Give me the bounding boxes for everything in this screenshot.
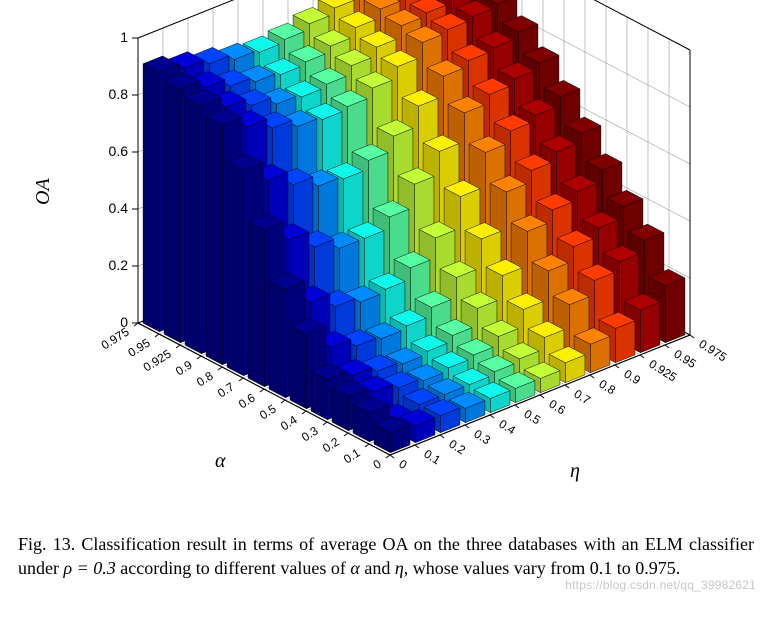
svg-text:0.925: 0.925 — [646, 357, 679, 385]
svg-text:0.4: 0.4 — [278, 413, 300, 434]
svg-text:0: 0 — [396, 457, 409, 473]
x-axis-label: α — [215, 450, 226, 473]
caption-rho: ρ = 0.3 — [63, 558, 115, 578]
caption-body-2: according to different values of — [116, 558, 351, 578]
svg-text:0.1: 0.1 — [341, 446, 363, 467]
svg-text:0.7: 0.7 — [571, 387, 593, 408]
svg-text:0: 0 — [370, 457, 383, 473]
svg-text:0.6: 0.6 — [236, 391, 258, 412]
svg-text:0.4: 0.4 — [496, 417, 518, 438]
watermark-text: https://blog.csdn.net/qq_39982621 — [565, 578, 756, 592]
svg-text:0.8: 0.8 — [109, 86, 129, 102]
svg-text:0.2: 0.2 — [109, 257, 129, 273]
svg-text:0.6: 0.6 — [109, 143, 129, 159]
svg-text:0.7: 0.7 — [215, 380, 237, 401]
caption-body-3: and — [360, 558, 395, 578]
caption-alpha: α — [350, 558, 359, 578]
svg-text:0.6: 0.6 — [546, 397, 568, 418]
svg-text:0.2: 0.2 — [446, 437, 468, 458]
svg-text:0.5: 0.5 — [521, 407, 543, 428]
svg-text:0.975: 0.975 — [696, 337, 729, 365]
caption-body-4: , whose values vary from 0.1 to 0.975. — [404, 558, 680, 578]
y-axis-label: η — [570, 460, 580, 483]
svg-text:0.5: 0.5 — [257, 402, 279, 423]
svg-text:0.95: 0.95 — [671, 347, 699, 371]
svg-text:0.95: 0.95 — [125, 336, 153, 360]
caption-eta: η — [395, 558, 404, 578]
z-axis-label: OA — [32, 178, 55, 205]
figure-caption: Fig. 13. Classification result in terms … — [18, 532, 754, 581]
svg-text:0.9: 0.9 — [173, 358, 195, 379]
svg-text:0.2: 0.2 — [320, 435, 342, 456]
svg-text:0.8: 0.8 — [596, 377, 618, 398]
svg-text:0.1: 0.1 — [421, 447, 443, 468]
svg-text:0.9: 0.9 — [621, 367, 643, 388]
svg-text:0.3: 0.3 — [299, 424, 321, 445]
svg-text:0.8: 0.8 — [194, 369, 216, 390]
chart-3d-bar: 00.20.40.60.8100.10.20.30.40.50.60.70.80… — [0, 0, 772, 520]
caption-prefix: Fig. 13. — [18, 534, 81, 554]
svg-text:0.3: 0.3 — [471, 427, 493, 448]
svg-text:0.4: 0.4 — [109, 200, 129, 216]
svg-text:1: 1 — [120, 29, 128, 45]
